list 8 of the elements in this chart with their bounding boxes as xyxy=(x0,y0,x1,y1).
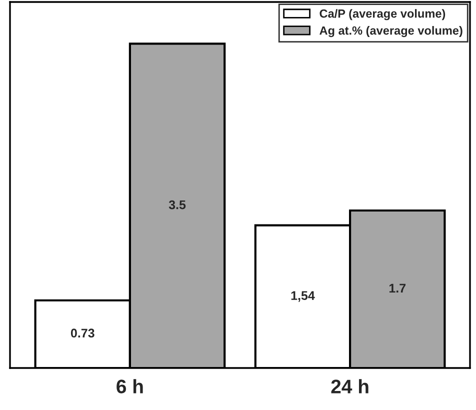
legend-label: Ag at.% (average volume) xyxy=(320,26,462,38)
data-label: 1,54 xyxy=(291,291,315,302)
data-label: 1.7 xyxy=(389,284,406,292)
data-label: 3.5 xyxy=(168,200,186,210)
legend-label: Ca/P (average volume) xyxy=(320,9,446,20)
x-tick-label: 24 h xyxy=(331,379,368,394)
x-tick-label: 6 h xyxy=(116,379,143,394)
data-label: 0.73 xyxy=(70,328,94,338)
